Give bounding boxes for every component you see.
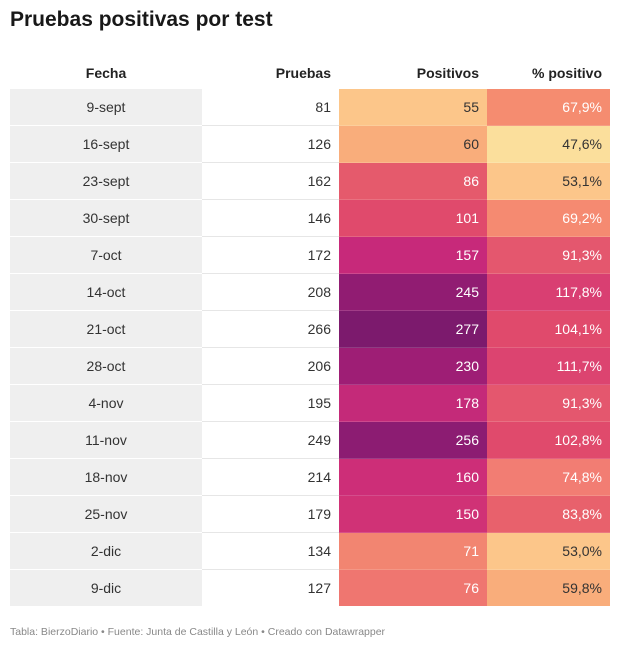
cell-pruebas: 172 <box>202 236 339 274</box>
cell-positivos: 60 <box>339 125 487 163</box>
cell-positivos: 256 <box>339 421 487 459</box>
column-header-positivos[interactable]: Positivos <box>416 64 479 81</box>
cell-pruebas: 206 <box>202 347 339 385</box>
table-row: 16-sept 126 60 47,6% <box>10 125 610 163</box>
cell-positivos: 178 <box>339 384 487 422</box>
cell-pct-positivo: 67,9% <box>487 89 610 126</box>
cell-fecha: 2-dic <box>10 532 202 570</box>
cell-fecha: 7-oct <box>10 236 202 274</box>
cell-pct-positivo: 83,8% <box>487 495 610 533</box>
cell-fecha: 21-oct <box>10 310 202 348</box>
table-row: 18-nov 214 160 74,8% <box>10 458 610 496</box>
cell-pct-positivo: 74,8% <box>487 458 610 496</box>
table-row: 9-dic 127 76 59,8% <box>10 569 610 606</box>
table-row: 23-sept 162 86 53,1% <box>10 162 610 200</box>
cell-fecha: 30-sept <box>10 199 202 237</box>
table-row: 4-nov 195 178 91,3% <box>10 384 610 422</box>
table-row: 14-oct 208 245 117,8% <box>10 273 610 311</box>
data-table: Fecha Pruebas Positivos % positivo 9-sep… <box>10 56 610 606</box>
column-header-pct-positivo[interactable]: % positivo <box>531 64 602 81</box>
table-row: 28-oct 206 230 111,7% <box>10 347 610 385</box>
cell-pruebas: 126 <box>202 125 339 163</box>
cell-pruebas: 249 <box>202 421 339 459</box>
cell-fecha: 9-dic <box>10 569 202 606</box>
cell-fecha: 16-sept <box>10 125 202 163</box>
cell-pct-positivo: 91,3% <box>487 236 610 274</box>
cell-positivos: 230 <box>339 347 487 385</box>
table-row: 9-sept 81 55 67,9% <box>10 89 610 126</box>
table-row: 25-nov 179 150 83,8% <box>10 495 610 533</box>
cell-fecha: 23-sept <box>10 162 202 200</box>
cell-fecha: 25-nov <box>10 495 202 533</box>
cell-pruebas: 81 <box>315 99 331 115</box>
cell-positivos: 157 <box>339 236 487 274</box>
cell-pruebas: 266 <box>202 310 339 348</box>
cell-positivos: 160 <box>339 458 487 496</box>
cell-pruebas: 195 <box>202 384 339 422</box>
cell-positivos: 245 <box>339 273 487 311</box>
table-row: 21-oct 266 277 104,1% <box>10 310 610 348</box>
table-row: 7-oct 172 157 91,3% <box>10 236 610 274</box>
table-row: 2-dic 134 71 53,0% <box>10 532 610 570</box>
cell-pruebas: 127 <box>202 569 339 606</box>
cell-pruebas: 179 <box>202 495 339 533</box>
cell-pct-positivo: 59,8% <box>487 569 610 606</box>
cell-fecha: 9-sept <box>10 89 202 126</box>
cell-positivos: 71 <box>339 532 487 570</box>
cell-fecha: 14-oct <box>10 273 202 311</box>
cell-pct-positivo: 53,0% <box>487 532 610 570</box>
cell-pct-positivo: 91,3% <box>487 384 610 422</box>
chart-title: Pruebas positivas por test <box>10 8 273 31</box>
cell-pruebas: 134 <box>202 532 339 570</box>
cell-positivos: 150 <box>339 495 487 533</box>
cell-pct-positivo: 111,7% <box>487 347 610 385</box>
header-row: Fecha Pruebas Positivos % positivo <box>10 56 610 89</box>
cell-fecha: 28-oct <box>10 347 202 385</box>
table-row: 11-nov 249 256 102,8% <box>10 421 610 459</box>
cell-pruebas: 162 <box>202 162 339 200</box>
cell-positivos: 86 <box>339 162 487 200</box>
cell-fecha: 4-nov <box>10 384 202 422</box>
cell-positivos: 101 <box>339 199 487 237</box>
table-row: 30-sept 146 101 69,2% <box>10 199 610 237</box>
cell-pct-positivo: 47,6% <box>487 125 610 163</box>
table-body: 9-sept 81 55 67,9% 16-sept 126 60 47,6% 23-sept 1… <box>10 89 610 606</box>
cell-pruebas: 208 <box>202 273 339 311</box>
cell-pruebas: 146 <box>202 199 339 237</box>
cell-pct-positivo: 53,1% <box>487 162 610 200</box>
cell-pct-positivo: 69,2% <box>487 199 610 237</box>
cell-fecha: 11-nov <box>10 421 202 459</box>
column-header-fecha[interactable]: Fecha <box>85 64 127 81</box>
cell-pct-positivo: 102,8% <box>487 421 610 459</box>
cell-pruebas: 214 <box>202 458 339 496</box>
cell-pct-positivo: 117,8% <box>487 273 610 311</box>
cell-positivos: 55 <box>339 89 487 126</box>
cell-positivos: 277 <box>339 310 487 348</box>
footer-credits: Tabla: BierzoDiario • Fuente: Junta de C… <box>10 626 386 638</box>
column-header-pruebas[interactable]: Pruebas <box>275 64 331 81</box>
cell-fecha: 18-nov <box>10 458 202 496</box>
cell-positivos: 76 <box>339 569 487 606</box>
cell-pct-positivo: 104,1% <box>487 310 610 348</box>
